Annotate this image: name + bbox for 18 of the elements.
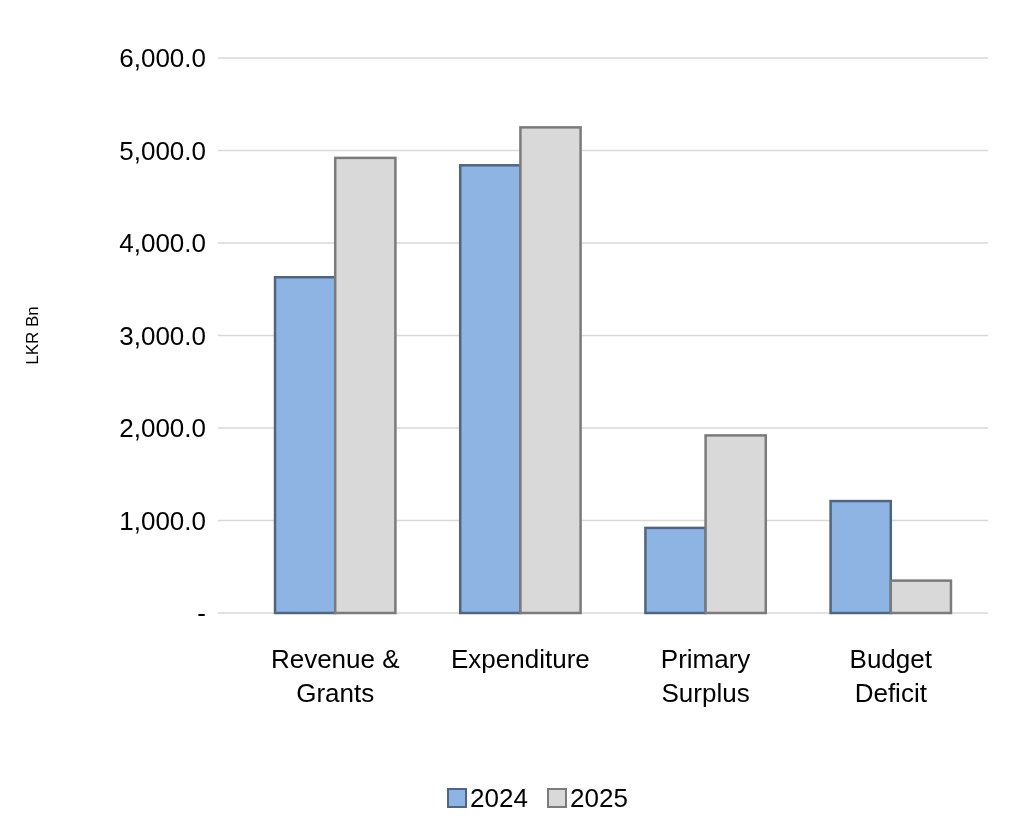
y-tick-label: 2,000.0 [119,413,206,444]
x-tick-label: Expenditure [451,644,590,674]
y-tick-label: 1,000.0 [119,505,206,536]
x-tick-label: Budget Deficit [849,644,933,708]
x-tick-label: Revenue & Grants [270,644,400,708]
x-tick-label: Primary Surplus [660,644,751,708]
y-tick-label: 5,000.0 [119,135,206,166]
legend-label: 2025 [570,783,628,814]
bar [644,526,707,615]
y-tick-label: - [197,598,206,629]
bar [273,275,337,615]
y-tick-label: 3,000.0 [119,320,206,351]
legend-label: 2024 [470,783,528,814]
y-axis-title: LKR Bn [23,306,42,365]
bar [458,164,522,615]
bar [829,499,893,615]
y-tick-label: 6,000.0 [119,43,206,74]
y-tick-label: 4,000.0 [119,228,206,259]
